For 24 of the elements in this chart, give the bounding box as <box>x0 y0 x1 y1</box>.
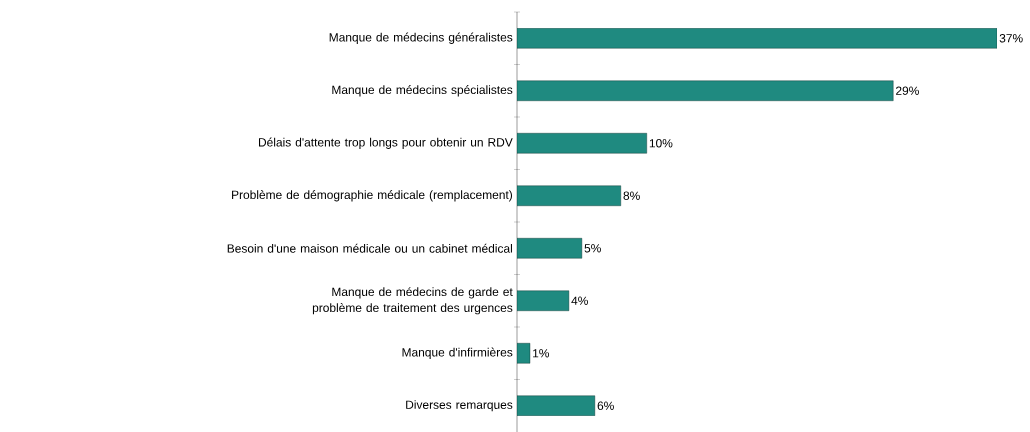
bar <box>517 80 894 101</box>
data-label: 8% <box>623 191 640 200</box>
y-tick-label: Problème de démographie médicale (remplacement) <box>232 190 513 202</box>
bar <box>517 133 647 154</box>
data-label: 29% <box>896 86 919 95</box>
y-tick-label: Délais d'attente trop longs pour obtenir un RDV <box>258 137 513 149</box>
y-tick-label: Besoin d'une maison médicale ou un cabinet médical <box>227 243 512 253</box>
data-label: 10% <box>649 139 673 148</box>
data-label: 6% <box>597 401 614 410</box>
bar <box>517 343 531 364</box>
bar <box>517 185 621 206</box>
y-tick-label: Manque de médecins de garde et problème de traitement des urgences <box>312 287 513 315</box>
bar <box>517 28 997 49</box>
data-label: 37% <box>999 34 1023 43</box>
data-label: 4% <box>571 296 588 305</box>
y-tick-label: Manque de médecins spécialistes <box>332 85 513 97</box>
y-tick-label: Manque d'infirmières <box>402 347 513 359</box>
bar <box>517 238 583 259</box>
data-label: 5% <box>584 244 601 253</box>
bar <box>517 290 570 311</box>
y-tick-label: Manque de médecins généralistes <box>329 32 513 44</box>
bar <box>517 395 596 416</box>
data-label: 1% <box>533 349 550 358</box>
y-tick-label: Diverses remarques <box>406 400 513 412</box>
